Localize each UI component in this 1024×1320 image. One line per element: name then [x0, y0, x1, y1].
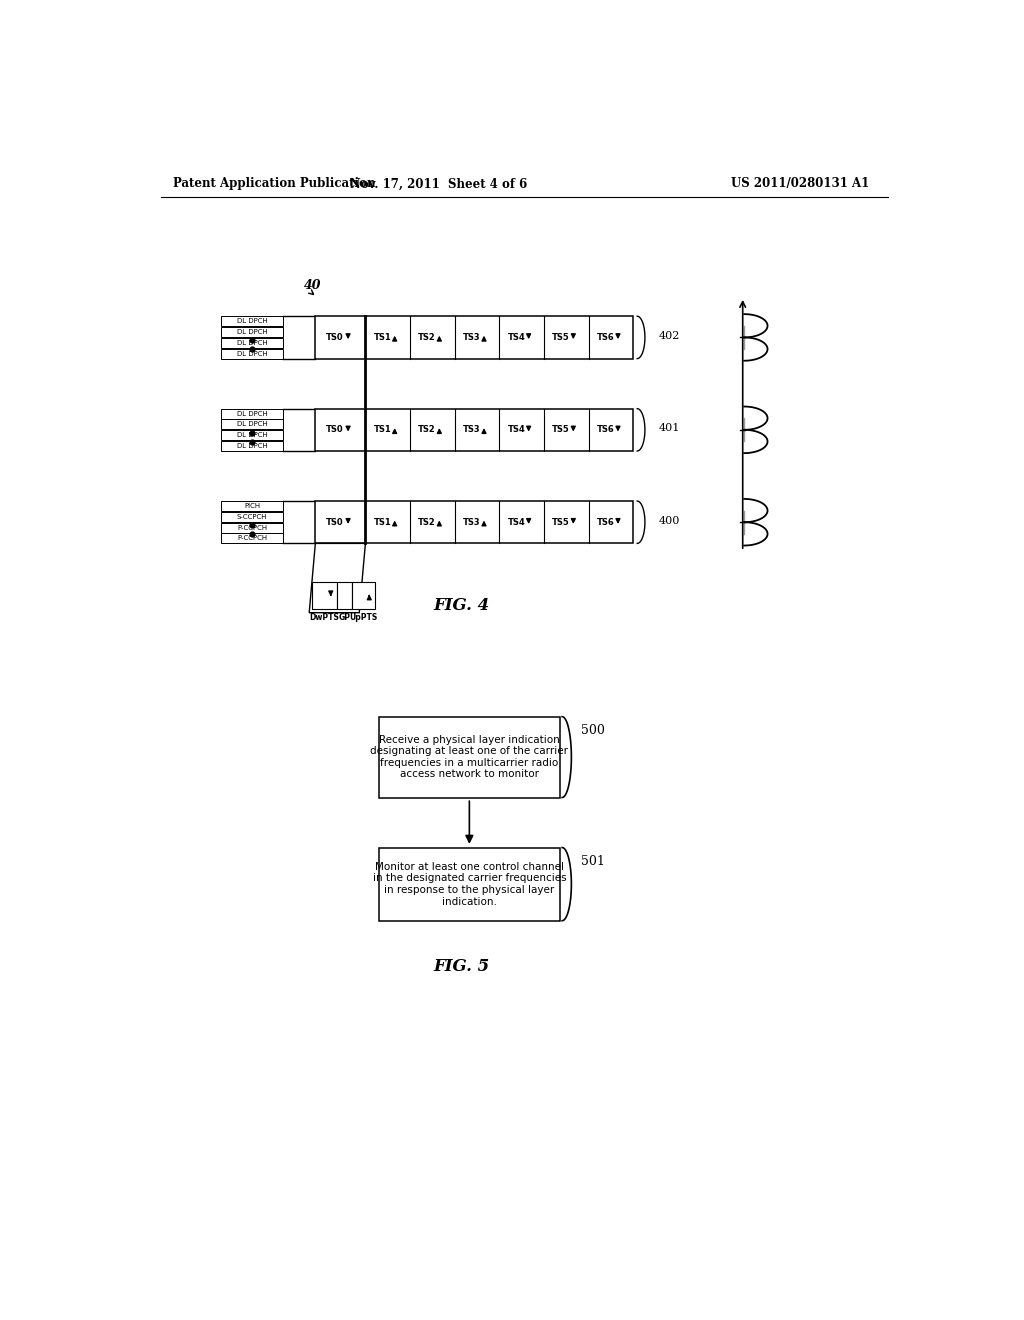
Text: TS4: TS4: [508, 517, 525, 527]
Text: TS3: TS3: [463, 333, 480, 342]
Text: TS5: TS5: [552, 425, 570, 434]
Text: TS4: TS4: [508, 333, 525, 342]
Text: 401: 401: [658, 424, 680, 433]
Bar: [221, 409, 283, 418]
Text: PICH: PICH: [244, 503, 260, 510]
Text: 500: 500: [582, 725, 605, 738]
Bar: [221, 512, 283, 521]
Text: TS2: TS2: [418, 425, 436, 434]
Bar: [221, 430, 283, 441]
Text: TS1: TS1: [374, 517, 391, 527]
Text: Receive a physical layer indication
designating at least one of the carrier
freq: Receive a physical layer indication desi…: [371, 735, 568, 780]
Text: TS3: TS3: [463, 517, 480, 527]
Text: TS1: TS1: [374, 425, 391, 434]
Text: Patent Application Publication: Patent Application Publication: [173, 177, 376, 190]
Text: TS6: TS6: [597, 425, 614, 434]
Bar: [221, 420, 283, 429]
Text: TS2: TS2: [418, 517, 436, 527]
Text: DL DPCH: DL DPCH: [237, 318, 267, 325]
Text: UpPTS: UpPTS: [350, 612, 378, 622]
Bar: [379, 717, 560, 797]
Text: TS0: TS0: [326, 517, 343, 527]
Text: TS5: TS5: [552, 517, 570, 527]
Text: DL DPCH: DL DPCH: [237, 444, 267, 449]
Text: DwPTS: DwPTS: [309, 612, 339, 622]
Text: 402: 402: [658, 331, 680, 341]
Bar: [221, 338, 283, 348]
Bar: [315, 409, 634, 451]
Bar: [352, 582, 376, 609]
Text: S-CCPCH: S-CCPCH: [237, 513, 267, 520]
Bar: [315, 317, 634, 359]
Text: DL DPCH: DL DPCH: [237, 339, 267, 346]
Text: P-CCPCH: P-CCPCH: [238, 524, 267, 531]
Bar: [315, 502, 634, 544]
Bar: [379, 847, 560, 921]
Text: Monitor at least one control channel
in the designated carrier frequencies
in re: Monitor at least one control channel in …: [373, 862, 566, 907]
Bar: [337, 582, 352, 609]
Text: DL DPCH: DL DPCH: [237, 351, 267, 356]
Text: DL DPCH: DL DPCH: [237, 432, 267, 438]
Bar: [221, 317, 283, 326]
Text: TS3: TS3: [463, 425, 480, 434]
Text: TS6: TS6: [597, 517, 614, 527]
Text: 400: 400: [658, 516, 680, 525]
Text: TS6: TS6: [597, 333, 614, 342]
Bar: [221, 327, 283, 337]
Text: TS1: TS1: [374, 333, 391, 342]
Text: TS0: TS0: [326, 425, 343, 434]
Text: DL DPCH: DL DPCH: [237, 329, 267, 335]
Bar: [221, 441, 283, 451]
Text: US 2011/0280131 A1: US 2011/0280131 A1: [731, 177, 869, 190]
Bar: [311, 582, 337, 609]
Bar: [221, 348, 283, 359]
Bar: [221, 502, 283, 511]
Text: TS5: TS5: [552, 333, 570, 342]
Text: DL DPCH: DL DPCH: [237, 411, 267, 417]
Bar: [221, 523, 283, 533]
Text: FIG. 5: FIG. 5: [433, 958, 489, 975]
Text: 501: 501: [582, 855, 605, 869]
Text: 40: 40: [304, 279, 322, 292]
Text: GP: GP: [339, 612, 350, 622]
Text: P-CCPCH: P-CCPCH: [238, 536, 267, 541]
Text: TS2: TS2: [418, 333, 436, 342]
Text: DL DPCH: DL DPCH: [237, 421, 267, 428]
Text: TS0: TS0: [326, 333, 343, 342]
Text: FIG. 4: FIG. 4: [433, 597, 489, 614]
Text: TS4: TS4: [508, 425, 525, 434]
Text: Nov. 17, 2011  Sheet 4 of 6: Nov. 17, 2011 Sheet 4 of 6: [350, 177, 527, 190]
Bar: [221, 533, 283, 544]
